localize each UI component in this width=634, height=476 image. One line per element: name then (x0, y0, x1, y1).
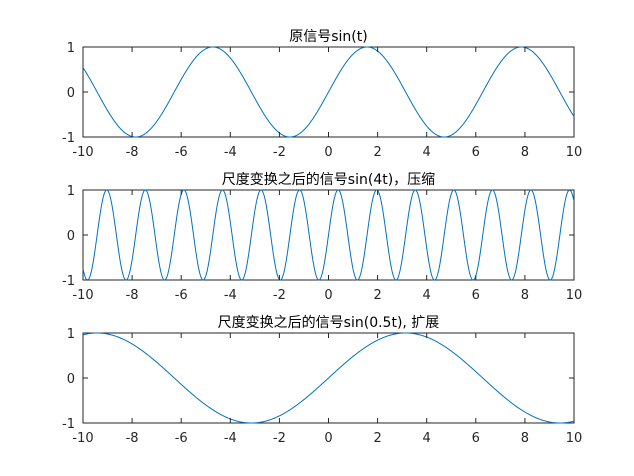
x-tick-label: 6 (472, 431, 480, 446)
y-tick-label: 1 (67, 327, 75, 342)
x-tick-label: -8 (126, 431, 139, 446)
x-tick-label: -2 (273, 431, 286, 446)
x-tick-label: 10 (566, 145, 583, 160)
y-tick-label: 0 (67, 86, 75, 101)
x-tick-label: 4 (423, 431, 431, 446)
y-tick-label: 1 (67, 41, 75, 56)
x-tick-label: 4 (423, 288, 431, 303)
subplot-2: -10 -8 -6 -4 -2 0 2 4 6 8 1010-1尺度变换之后的信号sin(4t)，压… (62, 171, 582, 303)
x-tick-label: -6 (175, 288, 188, 303)
x-tick-label: 0 (324, 288, 332, 303)
y-tick-label: -1 (62, 274, 75, 289)
subplot-title: 尺度变换之后的信号sin(4t)，压缩 (222, 171, 435, 188)
y-tick-label: 1 (67, 184, 75, 199)
subplot-title: 原信号sin(t) (289, 29, 367, 45)
x-tick-label: 2 (373, 288, 381, 303)
x-tick-label: 2 (373, 145, 381, 160)
series-line (82, 46, 575, 138)
x-tick-label: -8 (126, 288, 139, 303)
x-tick-label: -10 (72, 288, 93, 303)
x-tick-label: 10 (566, 431, 583, 446)
x-tick-label: 8 (521, 431, 529, 446)
x-tick-label: -4 (224, 288, 237, 303)
x-tick-label: -6 (175, 431, 188, 446)
subplot-3: -10 -8 -6 -4 -2 0 2 4 6 8 1010-1尺度变换之后的信号sin(0.5t)… (62, 314, 582, 446)
x-tick-label: -2 (273, 145, 286, 160)
x-tick-label: 4 (423, 145, 431, 160)
x-tick-label: 8 (521, 288, 529, 303)
y-tick-label: 0 (67, 372, 75, 387)
x-tick-label: -4 (224, 431, 237, 446)
x-tick-label: 2 (373, 431, 381, 446)
series-line (82, 189, 575, 281)
x-tick-label: 6 (472, 288, 480, 303)
x-tick-label: -6 (175, 145, 188, 160)
x-tick-label: -10 (72, 145, 93, 160)
x-tick-label: 0 (324, 145, 332, 160)
x-tick-label: 6 (472, 145, 480, 160)
x-tick-label: 8 (521, 145, 529, 160)
y-tick-label: 0 (67, 229, 75, 244)
series-line (82, 332, 575, 424)
y-tick-label: -1 (62, 131, 75, 146)
x-tick-label: -10 (72, 431, 93, 446)
x-tick-label: 10 (566, 288, 583, 303)
x-tick-label: 0 (324, 431, 332, 446)
x-tick-label: -2 (273, 288, 286, 303)
y-tick-label: -1 (62, 417, 75, 432)
x-tick-label: -8 (126, 145, 139, 160)
subplot-title: 尺度变换之后的信号sin(0.5t), 扩展 (218, 314, 440, 331)
x-tick-label: -4 (224, 145, 237, 160)
